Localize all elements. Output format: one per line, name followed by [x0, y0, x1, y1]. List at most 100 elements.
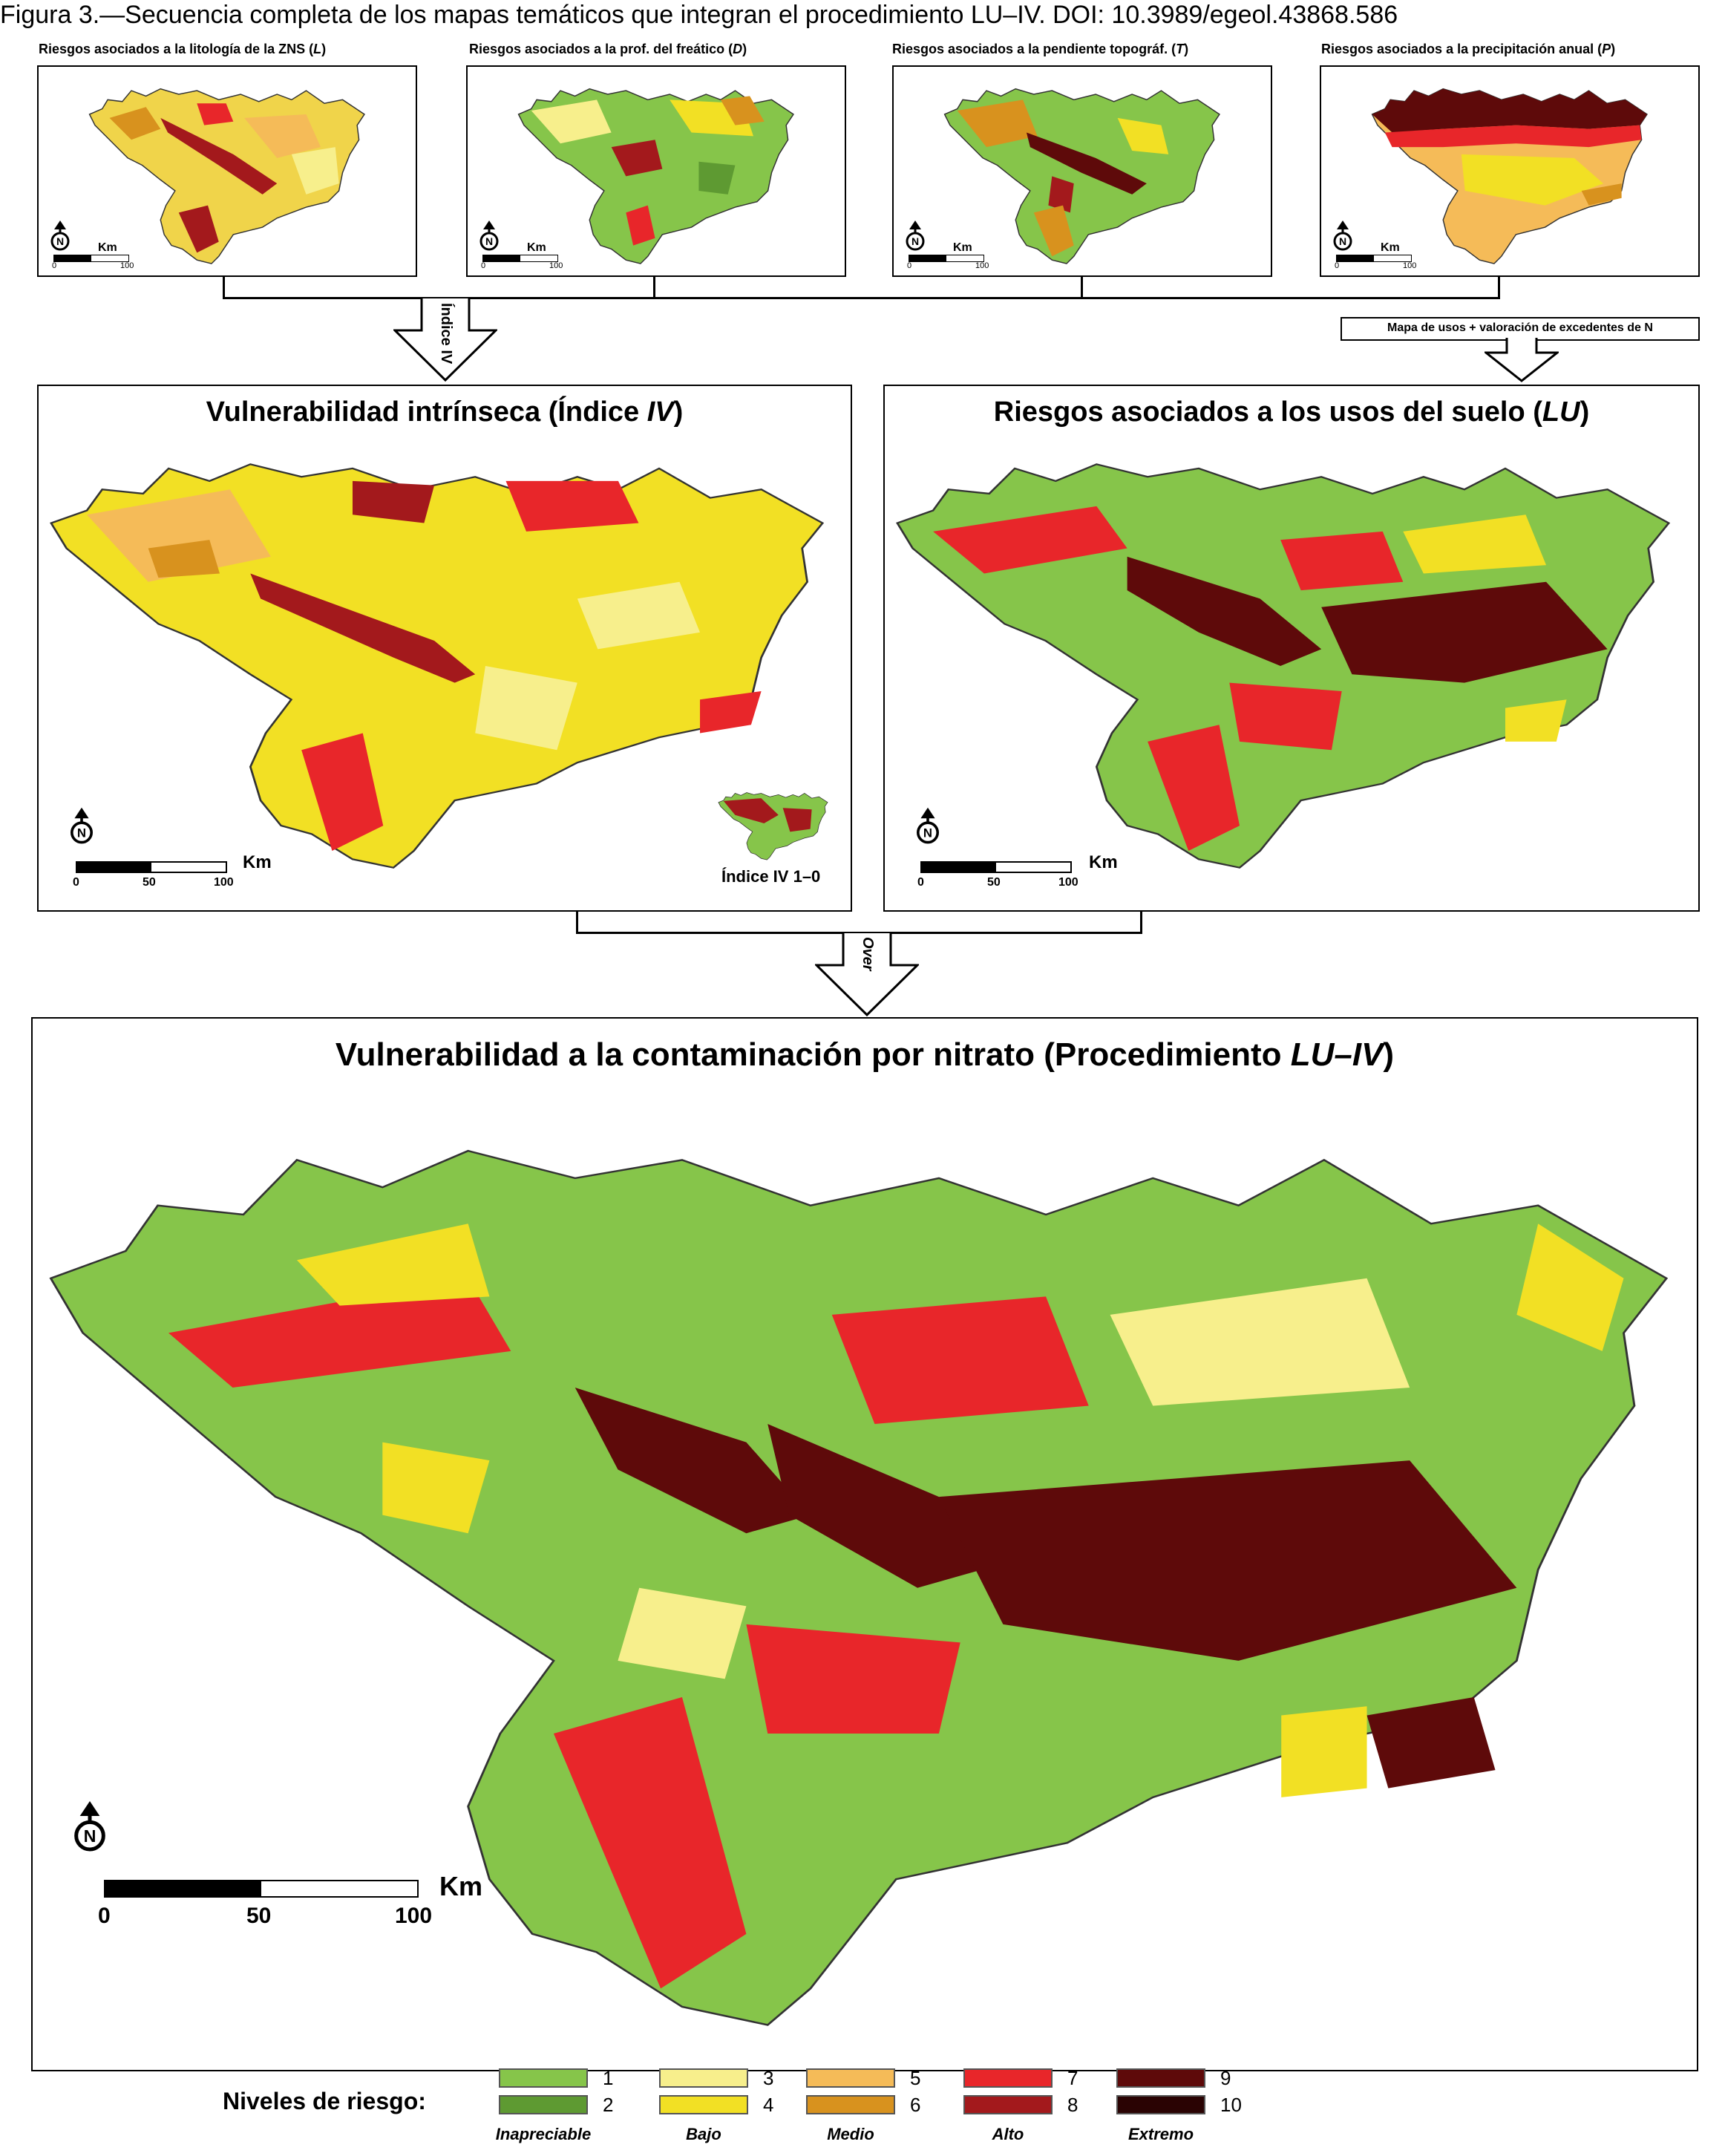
- figure-caption: Figura 3.—Secuencia completa de los mapa…: [0, 1, 1398, 29]
- legend-level-number: 7: [1067, 2067, 1078, 2089]
- north-arrow-icon: N: [68, 806, 95, 847]
- legend-swatch: [1116, 2068, 1205, 2088]
- scale-bar: [104, 1880, 419, 1898]
- down-arrow-icon: [393, 298, 497, 382]
- panel-iv-title: Vulnerabilidad intrínseca (Índice IV): [206, 396, 684, 428]
- svg-text:N: N: [923, 826, 932, 840]
- panel-lu: Riesgos asociados a los usos del suelo (…: [883, 385, 1700, 912]
- panel-iv-map: [50, 463, 824, 869]
- legend-swatch: [963, 2095, 1053, 2114]
- north-arrow-icon: N: [904, 219, 926, 253]
- svg-text:N: N: [56, 235, 64, 247]
- legend-swatch: [659, 2095, 748, 2114]
- legend-swatch: [659, 2068, 748, 2088]
- final-panel: Vulnerabilidad a la contaminación por ni…: [31, 1017, 1698, 2071]
- scale-bar: [76, 861, 227, 873]
- map-l-image: [88, 88, 365, 264]
- svg-text:N: N: [84, 1826, 96, 1846]
- map-d-image: [517, 88, 794, 264]
- down-arrow-icon: [1485, 338, 1559, 382]
- scale-unit: Km: [1381, 241, 1400, 254]
- north-arrow-icon: N: [71, 1798, 108, 1856]
- panel-iv: Vulnerabilidad intrínseca (Índice IV) Ín…: [37, 385, 852, 912]
- scale-tick: 100: [1058, 876, 1078, 889]
- legend-category: Alto: [992, 2125, 1024, 2143]
- scale-tick: 0: [1335, 261, 1340, 270]
- scale-tick: 100: [1403, 261, 1417, 270]
- connector-line: [576, 912, 578, 934]
- legend-level-number: 5: [910, 2067, 921, 2089]
- map-l-panel: N Km 0 100: [37, 65, 417, 277]
- scale-tick: 100: [120, 261, 134, 270]
- svg-text:N: N: [485, 235, 493, 247]
- north-arrow-icon: N: [1332, 219, 1354, 253]
- legend-category: Bajo: [686, 2125, 721, 2143]
- scale-tick: 0: [907, 261, 912, 270]
- arrow-label-iv: Índice IV: [438, 303, 454, 365]
- legend-level-number: 1: [603, 2067, 614, 2089]
- map-p-title: Riesgos asociados a la precipitación anu…: [1321, 42, 1616, 56]
- connector-line: [1140, 912, 1142, 934]
- scale-bar: [909, 255, 984, 262]
- legend-swatch: [963, 2068, 1053, 2088]
- map-t-image: [943, 88, 1220, 264]
- down-arrow-icon: [815, 933, 919, 1017]
- map-t-panel: N Km 0 100: [892, 65, 1272, 277]
- connector-line: [576, 932, 1142, 934]
- scale-unit: Km: [98, 241, 117, 254]
- svg-text:N: N: [911, 235, 919, 247]
- scale-tick: 0: [917, 876, 924, 889]
- legend-level-number: 8: [1067, 2094, 1078, 2116]
- map-d-panel: N Km 0 100: [466, 65, 846, 277]
- scale-tick: 50: [246, 1904, 272, 1928]
- scale-unit: Km: [243, 852, 272, 872]
- arrow-label-over: Over: [860, 937, 876, 971]
- scale-unit: Km: [527, 241, 546, 254]
- scale-tick: 0: [481, 261, 486, 270]
- legend-category: Inapreciable: [495, 2125, 592, 2143]
- north-arrow-icon: N: [478, 219, 500, 253]
- legend-title: Niveles de riesgo:: [223, 2088, 426, 2114]
- map-l-title: Riesgos asociados a la litología de la Z…: [39, 42, 327, 56]
- legend-swatch: [499, 2068, 588, 2088]
- svg-text:N: N: [77, 826, 86, 840]
- connector-line: [223, 277, 225, 299]
- scale-tick: 100: [214, 876, 234, 889]
- scale-unit: Km: [953, 241, 972, 254]
- legend-category: Medio: [827, 2125, 874, 2143]
- legend-swatch: [806, 2068, 895, 2088]
- inset-label: Índice IV 1–0: [721, 867, 821, 886]
- legend-swatch: [1116, 2095, 1205, 2114]
- scale-tick: 100: [395, 1904, 433, 1928]
- panel-lu-title: Riesgos asociados a los usos del suelo (…: [993, 396, 1590, 428]
- connector-line: [1081, 277, 1083, 299]
- scale-unit: Km: [439, 1871, 483, 1901]
- scale-bar: [53, 255, 129, 262]
- legend-swatch: [806, 2095, 895, 2114]
- scale-bar: [482, 255, 558, 262]
- legend-swatch: [499, 2095, 588, 2114]
- svg-text:N: N: [1339, 235, 1346, 247]
- connector-line: [223, 297, 1499, 299]
- legend-level-number: 2: [603, 2094, 614, 2116]
- north-arrow-icon: N: [49, 219, 71, 253]
- scale-tick: 100: [549, 261, 563, 270]
- legend-category: Extremo: [1127, 2125, 1194, 2143]
- scale-tick: 50: [987, 876, 1001, 889]
- connector-line: [1498, 277, 1500, 299]
- final-panel-title: Vulnerabilidad a la contaminación por ni…: [335, 1036, 1395, 1073]
- legend-level-number: 6: [910, 2094, 921, 2116]
- map-p-panel: N Km 0 100: [1320, 65, 1700, 277]
- scale-bar: [1336, 255, 1412, 262]
- inset-map: [718, 792, 828, 860]
- legend-level-number: 9: [1220, 2067, 1231, 2089]
- map-t-title: Riesgos asociados a la pendiente topográ…: [892, 42, 1189, 56]
- legend-level-number: 3: [763, 2067, 774, 2089]
- map-p-image: [1371, 88, 1648, 264]
- legend-level-number: 10: [1220, 2094, 1242, 2116]
- scale-tick: 50: [143, 876, 156, 889]
- north-arrow-icon: N: [914, 806, 941, 847]
- scale-unit: Km: [1089, 852, 1118, 872]
- scale-tick: 0: [73, 876, 79, 889]
- panel-lu-map: [896, 463, 1670, 869]
